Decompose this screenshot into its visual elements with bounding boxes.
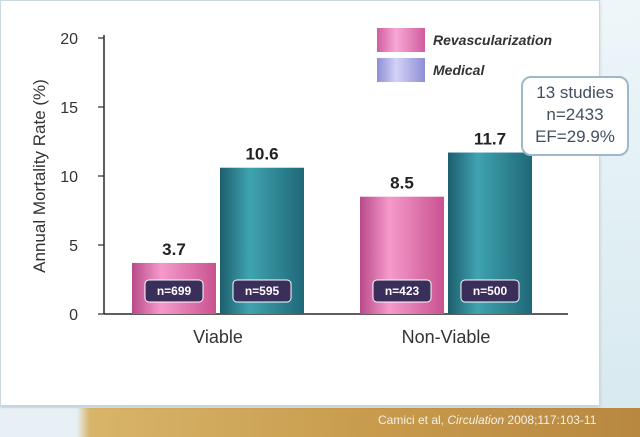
callout-n: n=2433 (546, 105, 604, 124)
y-tick-label: 5 (69, 238, 78, 255)
sample-size-label: n=500 (473, 284, 508, 298)
study-summary-callout: 13 studies n=2433 EF=29.9% (521, 76, 629, 156)
x-category-label: Non-Viable (402, 327, 491, 347)
callout-studies: 13 studies (536, 83, 614, 102)
bar-value-label: 3.7 (162, 240, 186, 259)
bar-value-label: 8.5 (390, 174, 414, 193)
bottom-decoration (0, 408, 640, 437)
sample-size-box (372, 279, 432, 303)
legend: Revascularization Medical (377, 28, 552, 82)
citation-journal: Circulation (447, 413, 505, 427)
legend-swatch-medical (377, 58, 425, 82)
bar-value-label: 11.7 (474, 130, 506, 149)
x-axis-categories: Viable Non-Viable (193, 327, 490, 347)
y-axis-ticks: 0 5 10 15 20 (60, 31, 104, 324)
x-category-label: Viable (193, 327, 243, 347)
y-axis-title: Annual Mortality Rate (%) (30, 79, 49, 273)
sample-size-label: n=595 (245, 284, 280, 298)
sample-size-label: n=423 (385, 284, 420, 298)
bars: 3.7 n=699 8.5 n=423 10.6 n=595 11.7 n=500 (132, 130, 532, 314)
legend-label-medical: Medical (433, 62, 485, 78)
y-tick-label: 0 (69, 307, 78, 324)
bar-value-label: 10.6 (245, 145, 278, 164)
citation: Camici et al, Circulation 2008;117:103-1… (378, 413, 640, 427)
callout-ef: EF=29.9% (535, 127, 615, 146)
citation-ref: 2008;117:103-11 (504, 413, 597, 427)
legend-label-revascularization: Revascularization (433, 32, 552, 48)
y-tick-label: 20 (60, 31, 78, 48)
y-tick-label: 15 (60, 100, 78, 117)
legend-swatch-revascularization (377, 28, 425, 52)
sample-size-box (144, 279, 204, 303)
citation-authors: Camici et al, (378, 413, 448, 427)
y-tick-label: 10 (60, 169, 78, 186)
sample-size-box (460, 279, 520, 303)
sample-size-label: n=699 (157, 284, 192, 298)
sample-size-box (232, 279, 292, 303)
